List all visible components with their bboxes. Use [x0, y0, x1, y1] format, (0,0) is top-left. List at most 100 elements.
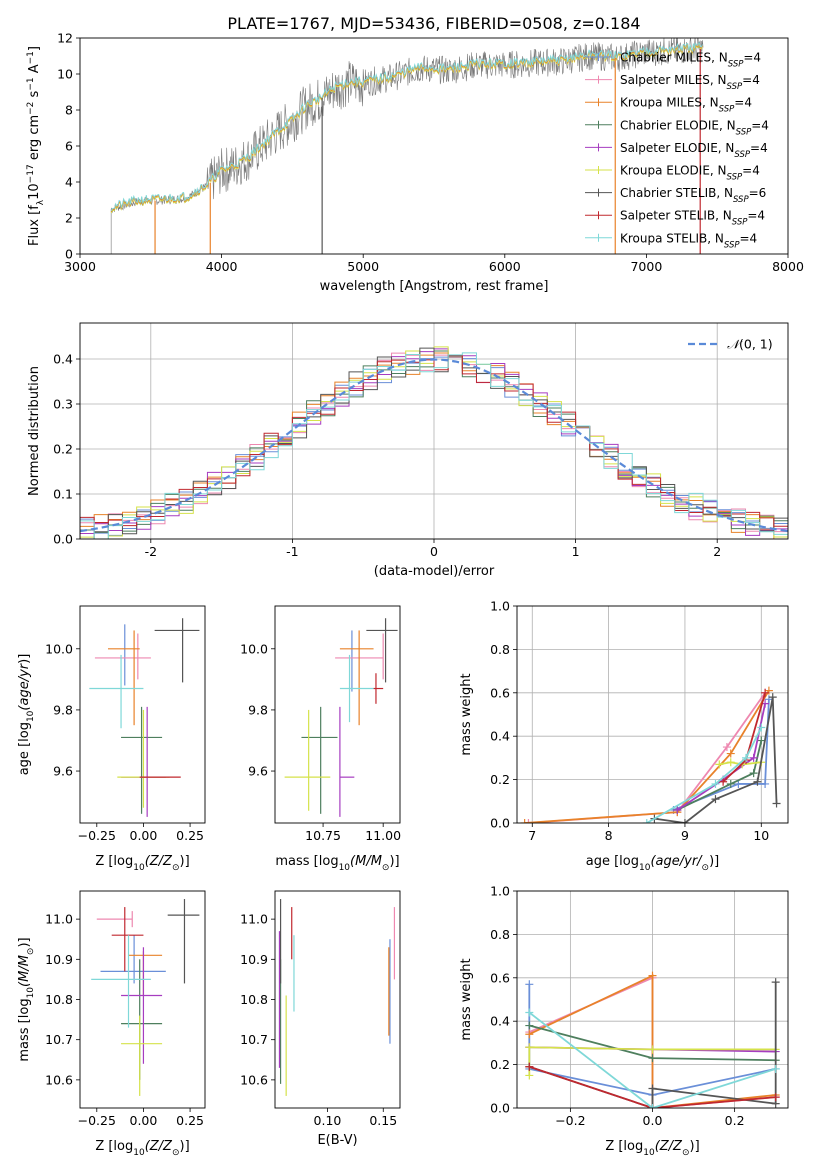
weight-marker	[771, 1093, 780, 1102]
y-axis-label-text: (age/yr	[17, 662, 32, 710]
weight-line	[528, 1046, 776, 1076]
y-tick-label: 11.0	[45, 912, 73, 927]
y-axis-label: Flux [fλ10−17 erg cm−2 s−1 A−1]	[26, 46, 46, 246]
y-axis-label-part: A	[27, 64, 42, 77]
x-tick-label: 5000	[347, 259, 379, 274]
x-axis-label-sub: ⊙	[702, 863, 710, 873]
x-axis-label-sub: 10	[639, 863, 651, 873]
y-axis-label-part: −2	[26, 102, 36, 115]
x-tick-label: 0.2	[725, 1113, 745, 1128]
y-axis-label-text: age [log	[17, 722, 32, 775]
legend-label-name: Salpeter STELIB, N	[620, 209, 732, 223]
legend-label-sub: SSP	[732, 218, 748, 228]
x-tick-label: 9	[681, 828, 689, 843]
legend-label: Salpeter MILES, NSSP=4	[620, 73, 760, 92]
plot-area	[91, 899, 200, 1096]
weight-marker	[680, 819, 689, 823]
weight-marker	[753, 777, 762, 786]
plot-area	[284, 618, 398, 817]
x-axis-label-sub: 10	[339, 863, 351, 873]
weight-marker	[648, 1045, 657, 1054]
x-axis-label-sub: ⊙	[172, 863, 180, 873]
weight-marker	[757, 723, 766, 732]
weight-marker	[772, 799, 781, 808]
weight-marker	[761, 779, 770, 788]
legend-label-value: =6	[749, 186, 767, 200]
metallicity-massweight-panel: −0.2 0.0 0.2 0.0 0.2 0.4 0.6 0.8 1.0 mass weight Z…	[459, 884, 789, 1158]
y-axis-label-text: )]	[17, 937, 32, 947]
y-tick-label: 10.8	[45, 992, 73, 1007]
weight-marker	[525, 1030, 534, 1039]
observed-spectrum	[110, 38, 704, 254]
x-tick-label: 6000	[489, 259, 521, 274]
x-axis-label: (data-model)/error	[374, 564, 495, 579]
x-axis-label-text: age [log	[586, 854, 639, 869]
x-tick-label: 0.00	[130, 828, 158, 843]
y-tick-label: 0.1	[53, 487, 73, 502]
y-axis-label: Normed distribution	[27, 366, 42, 496]
x-tick-label: −0.25	[78, 828, 116, 843]
y-tick-label: 1.0	[490, 599, 510, 614]
axes-frame	[274, 890, 401, 1109]
weight-marker	[525, 1021, 534, 1030]
legend-label-name: Chabrier MILES, N	[620, 51, 728, 65]
x-tick-label: 10	[753, 828, 769, 843]
legend-label-name: Kroupa MILES, N	[620, 96, 719, 110]
metallicity-age-panel: −0.25 0.00 0.259.69.810.0Z [log10(Z/Z⊙)]ag…	[17, 605, 206, 873]
x-axis-label-text: )]	[690, 1139, 700, 1154]
y-tick-label: 9.8	[53, 702, 73, 717]
legend-label-value: =4	[743, 51, 761, 65]
y-tick-label: 10.6	[240, 1072, 268, 1087]
axes-frame	[516, 605, 789, 824]
legend-label: Chabrier MILES, NSSP=4	[620, 51, 761, 70]
weight-marker	[771, 1064, 780, 1073]
plot-area	[89, 618, 200, 817]
y-axis-label-part: −17	[26, 164, 36, 183]
legend-label: Kroupa ELODIE, NSSP=4	[620, 164, 760, 183]
weight-marker	[648, 1104, 657, 1108]
y-axis-label-part: λ	[36, 199, 46, 205]
y-tick-label: 0.4	[490, 729, 510, 744]
weight-marker	[771, 978, 780, 987]
y-tick-label: 9.6	[53, 764, 73, 779]
x-axis-label: Z [log10(Z/Z⊙)]	[605, 1139, 699, 1158]
y-axis-label-part: s	[27, 90, 42, 101]
legend-label-value: =4	[750, 141, 768, 155]
x-tick-label: 7000	[630, 259, 662, 274]
x-axis-label: E(B-V)	[317, 1133, 357, 1148]
y-axis-label-text: mass [log	[17, 998, 32, 1061]
legend-label-value: =4	[742, 73, 760, 87]
y-tick-label: 0.2	[490, 1057, 510, 1072]
weight-marker	[524, 819, 533, 823]
legend-label: 𝒩(0, 1)	[727, 337, 773, 352]
weight-line	[524, 690, 770, 823]
axes-frame	[274, 605, 401, 824]
legend-label-name: Kroupa STELIB, N	[620, 231, 724, 245]
y-axis-label-text: (M/M	[17, 955, 32, 987]
x-axis-label-sub: 10	[133, 1148, 145, 1158]
x-tick-label: 7	[528, 828, 536, 843]
x-axis-label-text: )]	[180, 854, 190, 869]
legend-label-sub: SSP	[724, 240, 740, 250]
weight-marker	[648, 971, 657, 980]
y-tick-label: 10	[57, 67, 73, 82]
weight-line	[676, 740, 763, 811]
weight-marker	[525, 980, 534, 989]
legend-label-name: Salpeter ELODIE, N	[620, 141, 734, 155]
y-tick-label: 0.4	[53, 352, 73, 367]
y-tick-label: 10.8	[240, 992, 268, 1007]
legend-label-name: Chabrier STELIB, N	[620, 186, 733, 200]
y-tick-label: 9.8	[248, 702, 268, 717]
y-tick-label: 4	[65, 175, 73, 190]
weight-marker	[520, 819, 529, 823]
x-axis-label: wavelength [Angstrom, rest frame]	[320, 279, 549, 294]
weight-marker	[726, 749, 735, 758]
axes-frame	[79, 605, 206, 824]
y-axis-label-sub: 10	[26, 710, 36, 722]
weight-marker	[719, 777, 728, 786]
y-axis-label: mass weight	[459, 958, 474, 1040]
y-tick-label: 0.8	[490, 927, 510, 942]
x-tick-label: 0.10	[314, 1113, 342, 1128]
x-tick-label: 0.25	[176, 1113, 204, 1128]
